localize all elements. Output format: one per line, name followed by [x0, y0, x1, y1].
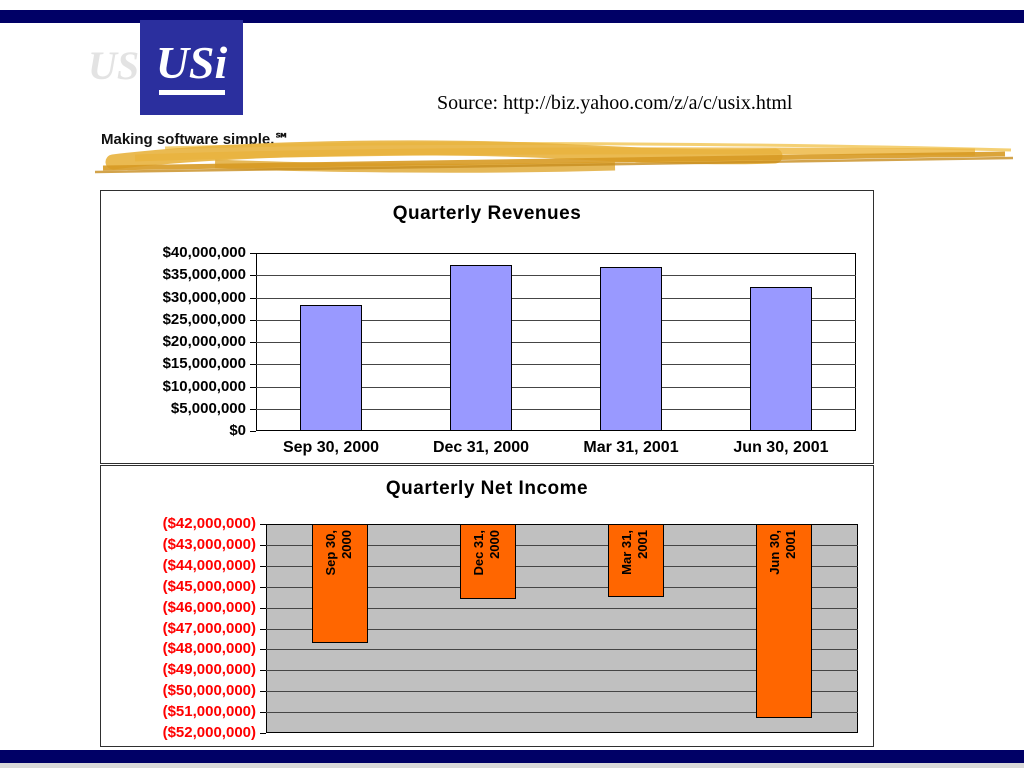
y-axis-label: ($52,000,000): [162, 724, 256, 741]
gridline: [266, 545, 858, 546]
y-axis-label: $30,000,000: [162, 289, 246, 306]
y-axis-label: $20,000,000: [162, 333, 246, 350]
y-axis-label: ($42,000,000): [162, 515, 256, 532]
bar-category-text: Jun 30, 2001: [767, 530, 798, 575]
y-axis-tick: [250, 364, 256, 365]
y-axis-tick: [250, 409, 256, 410]
y-axis-tick: [250, 387, 256, 388]
revenue-chart-title: Quarterly Revenues: [392, 203, 582, 224]
net-income-chart-title: Quarterly Net Income: [385, 478, 589, 499]
top-accent-bar: [0, 10, 1024, 23]
y-axis-tick: [250, 253, 256, 254]
y-axis-tick: [260, 608, 266, 609]
quarterly-net-income-chart: Quarterly Net Income ($42,000,000) ($43,0…: [100, 465, 874, 747]
bottom-strip: [0, 763, 1024, 768]
gold-brush-stroke: [95, 140, 1014, 174]
bottom-accent-bar: [0, 750, 1024, 763]
y-axis-label: $25,000,000: [162, 311, 246, 328]
y-axis-label: ($48,000,000): [162, 640, 256, 657]
y-axis-label: $5,000,000: [170, 400, 246, 417]
gridline: [266, 587, 858, 588]
bar: [450, 265, 512, 431]
y-axis-tick: [250, 275, 256, 276]
y-axis-label: $40,000,000: [162, 244, 246, 261]
gridline: [266, 649, 858, 650]
usi-logo-text: USi: [155, 37, 228, 88]
y-axis-tick: [260, 712, 266, 713]
bar-category-text: Dec 31, 2000: [471, 530, 502, 576]
y-axis-label: ($44,000,000): [162, 557, 256, 574]
y-axis-tick: [260, 691, 266, 692]
y-axis-tick: [260, 733, 266, 734]
y-axis-label: $0: [229, 422, 246, 439]
y-axis-label: ($49,000,000): [162, 661, 256, 678]
gridline: [266, 566, 858, 567]
bar: [756, 524, 812, 718]
y-axis-tick: [250, 431, 256, 432]
y-axis-label: ($47,000,000): [162, 620, 256, 637]
y-axis-tick: [260, 545, 266, 546]
gridline: [256, 364, 856, 365]
y-axis-label: ($45,000,000): [162, 578, 256, 595]
bar-category-label: Sep 30, 2000: [323, 530, 357, 590]
y-axis-tick: [260, 566, 266, 567]
y-axis-tick: [260, 629, 266, 630]
y-axis-label: ($51,000,000): [162, 703, 256, 720]
y-axis-label: ($43,000,000): [162, 536, 256, 553]
y-axis-tick: [260, 524, 266, 525]
y-axis-label: $35,000,000: [162, 266, 246, 283]
bar-category-text: Sep 30, 2000: [323, 530, 354, 576]
y-axis-label: $15,000,000: [162, 355, 246, 372]
logo-ghost: USi: [88, 43, 151, 88]
bar: [460, 524, 516, 599]
bar: [608, 524, 664, 597]
bar-category-text: Mar 31, 2001: [619, 530, 650, 575]
y-axis-label: ($50,000,000): [162, 682, 256, 699]
gridline: [256, 320, 856, 321]
bar-category-label: Mar 31, 2001: [619, 530, 653, 590]
quarterly-revenues-chart: Quarterly Revenues $40,000,000 $35,000,00…: [100, 190, 874, 464]
gridline: [256, 342, 856, 343]
bar: [312, 524, 368, 643]
y-axis-tick: [260, 587, 266, 588]
y-axis-tick: [250, 342, 256, 343]
x-axis-label: Dec 31, 2000: [432, 439, 530, 456]
gridline: [256, 298, 856, 299]
usi-logo: USi: [140, 20, 243, 115]
gridline: [266, 608, 858, 609]
bar: [750, 287, 812, 431]
bar-category-label: Jun 30, 2001: [767, 530, 801, 590]
source-text: Source: http://biz.yahoo.com/z/a/c/usix.…: [437, 92, 793, 114]
x-axis-label: Jun 30, 2001: [733, 439, 829, 456]
bar: [600, 267, 662, 431]
usi-logo-underline: [158, 90, 225, 95]
gridline: [266, 670, 858, 671]
y-axis-tick: [260, 670, 266, 671]
y-axis-tick: [250, 298, 256, 299]
y-axis-label: $10,000,000: [162, 378, 246, 395]
bar: [300, 305, 362, 431]
bar-category-label: Dec 31, 2000: [471, 530, 505, 590]
logo-tagline: Making software simple.℠: [101, 131, 290, 148]
y-axis-tick: [260, 649, 266, 650]
y-axis-label: ($46,000,000): [162, 599, 256, 616]
gridline: [266, 691, 858, 692]
gridline: [256, 387, 856, 388]
gridline: [266, 712, 858, 713]
x-axis-label: Sep 30, 2000: [282, 439, 380, 456]
gridline: [256, 275, 856, 276]
y-axis-tick: [250, 320, 256, 321]
x-axis-label: Mar 31, 2001: [583, 439, 679, 456]
gridline: [266, 629, 858, 630]
gridline: [256, 409, 856, 410]
